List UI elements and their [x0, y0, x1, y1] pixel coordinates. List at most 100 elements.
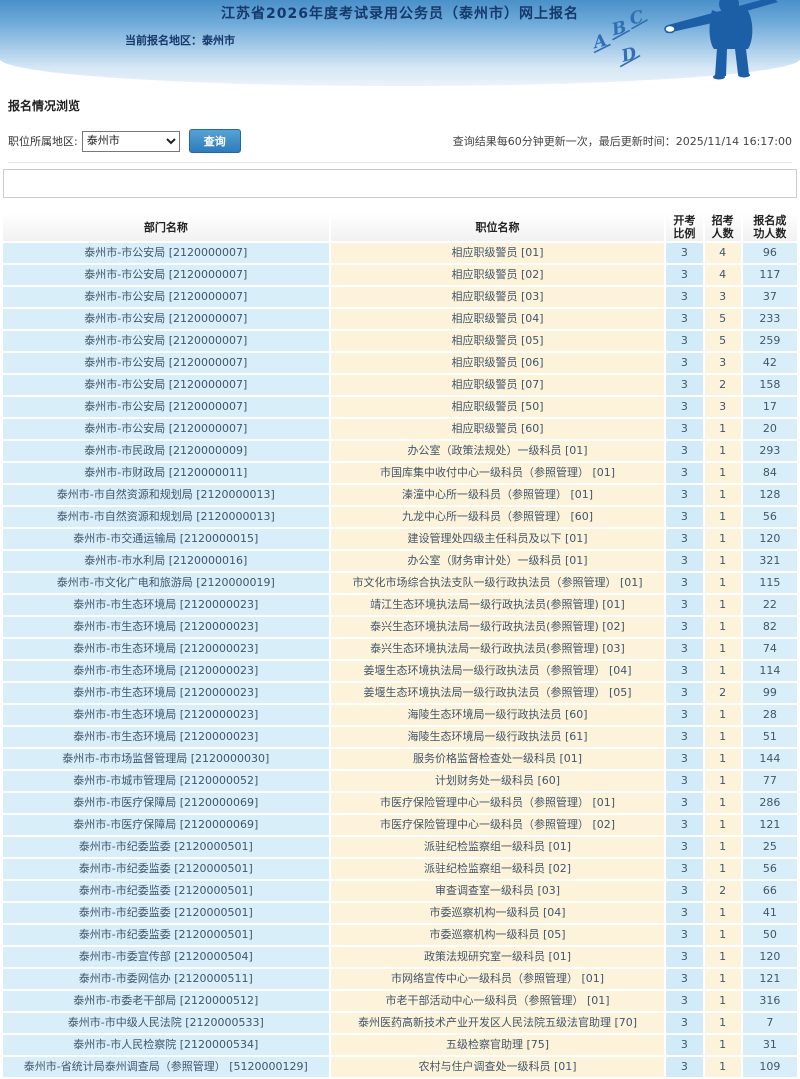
success-count-cell: 144: [742, 749, 797, 770]
table-row: 泰州市-市交通运输局 [2120000015] 建设管理处四级主任科员及以下 [0…: [3, 529, 797, 550]
department-cell: 泰州市-市纪委监委 [2120000501]: [3, 859, 329, 880]
department-cell: 泰州市-市自然资源和规划局 [2120000013]: [3, 507, 329, 528]
column-header-position: 职位名称: [330, 213, 665, 242]
position-cell: 市国库集中收付中心一级科员（参照管理） [01]: [330, 463, 665, 484]
open-ratio-cell: 3: [666, 419, 703, 440]
success-count-cell: 293: [742, 441, 797, 462]
table-row: 泰州市-市公安局 [2120000007] 相应职级警员 [03] 3 3 37: [3, 287, 797, 308]
department-cell: 泰州市-市生态环境局 [2120000023]: [3, 683, 329, 704]
recruit-count-cell: 1: [704, 727, 741, 748]
success-count-cell: 158: [742, 375, 797, 396]
department-cell: 泰州市-市公安局 [2120000007]: [3, 353, 329, 374]
table-row: 泰州市-市自然资源和规划局 [2120000013] 溱潼中心所一级科员（参照管理…: [3, 485, 797, 506]
position-cell: 服务价格监督检查处一级科员 [01]: [330, 749, 665, 770]
recruit-count-cell: 4: [704, 265, 741, 286]
region-filter-label: 职位所属地区:: [8, 135, 78, 148]
table-row: 泰州市-市委网信办 [2120000511] 市网络宣传中心一级科员（参照管理） …: [3, 969, 797, 990]
open-ratio-cell: 3: [666, 551, 703, 572]
recruit-count-cell: 3: [704, 287, 741, 308]
success-count-cell: 120: [742, 947, 797, 968]
table-row: 泰州市-市纪委监委 [2120000501] 市委巡察机构一级科员 [05] 3 1 5…: [3, 925, 797, 946]
success-count-cell: 31: [742, 1035, 797, 1056]
recruit-count-cell: 1: [704, 705, 741, 726]
success-count-cell: 56: [742, 507, 797, 528]
success-count-cell: 28: [742, 705, 797, 726]
position-cell: 市医疗保险管理中心一级科员（参照管理） [02]: [330, 815, 665, 836]
open-ratio-cell: 3: [666, 683, 703, 704]
success-count-cell: 17: [742, 397, 797, 418]
table-row: 泰州市-市生态环境局 [2120000023] 泰兴生态环境执法局一级行政执法员(…: [3, 639, 797, 660]
table-row: 泰州市-市民政局 [2120000009] 办公室（政策法规处）一级科员 [01]…: [3, 441, 797, 462]
person-silhouette-icon: [674, 0, 753, 80]
open-ratio-cell: 3: [666, 287, 703, 308]
position-cell: 派驻纪检监察组一级科员 [02]: [330, 859, 665, 880]
success-count-cell: 22: [742, 595, 797, 616]
position-cell: 市委巡察机构一级科员 [05]: [330, 925, 665, 946]
open-ratio-cell: 3: [666, 485, 703, 506]
department-cell: 泰州市-市公安局 [2120000007]: [3, 243, 329, 264]
open-ratio-cell: 3: [666, 991, 703, 1012]
success-count-cell: 82: [742, 617, 797, 638]
recruit-count-cell: 1: [704, 925, 741, 946]
open-ratio-cell: 3: [666, 639, 703, 660]
open-ratio-cell: 3: [666, 903, 703, 924]
open-ratio-cell: 3: [666, 1035, 703, 1056]
column-header-open-ratio: 开考 比例: [666, 213, 703, 242]
open-ratio-cell: 3: [666, 749, 703, 770]
success-count-cell: 114: [742, 661, 797, 682]
region-select[interactable]: 泰州市: [81, 130, 180, 152]
position-cell: 相应职级警员 [60]: [330, 419, 665, 440]
recruit-count-cell: 5: [704, 331, 741, 352]
recruit-count-cell: 1: [704, 771, 741, 792]
table-row: 泰州市-市纪委监委 [2120000501] 派驻纪检监察组一级科员 [01] 3 1…: [3, 837, 797, 858]
table-row: 泰州市-省统计局泰州调查局（参照管理） [5120000129] 农村与住户调查处…: [3, 1057, 797, 1078]
open-ratio-cell: 3: [666, 727, 703, 748]
department-cell: 泰州市-市委宣传部 [2120000504]: [3, 947, 329, 968]
position-cell: 泰兴生态环境执法局一级行政执法员(参照管理) [03]: [330, 639, 665, 660]
position-cell: 九龙中心所一级科员（参照管理） [60]: [330, 507, 665, 528]
success-count-cell: 233: [742, 309, 797, 330]
open-ratio-cell: 3: [666, 793, 703, 814]
recruit-count-cell: 1: [704, 793, 741, 814]
recruit-count-cell: 1: [704, 595, 741, 616]
table-row: 泰州市-市医疗保障局 [2120000069] 市医疗保险管理中心一级科员（参照管…: [3, 815, 797, 836]
table-row: 泰州市-市纪委监委 [2120000501] 审查调查室一级科员 [03] 3 2 66: [3, 881, 797, 902]
query-bar: 职位所属地区: 泰州市 查询 查询结果每60分钟更新一次，最后更新时间：2025…: [8, 129, 792, 163]
success-count-cell: 128: [742, 485, 797, 506]
table-row: 泰州市-市生态环境局 [2120000023] 海陵生态环境局一级行政执法员 [6…: [3, 727, 797, 748]
table-row: 泰州市-市文化广电和旅游局 [2120000019] 市文化市场综合执法支队一级行…: [3, 573, 797, 594]
table-row: 泰州市-市纪委监委 [2120000501] 派驻纪检监察组一级科员 [02] 3 1…: [3, 859, 797, 880]
table-row: 泰州市-市生态环境局 [2120000023] 姜堰生态环境执法局一级行政执法员（…: [3, 683, 797, 704]
table-row: 泰州市-市公安局 [2120000007] 相应职级警员 [05] 3 5 259: [3, 331, 797, 352]
current-area-value: 泰州市: [202, 34, 235, 47]
success-count-cell: 120: [742, 529, 797, 550]
position-cell: 相应职级警员 [04]: [330, 309, 665, 330]
recruit-count-cell: 1: [704, 529, 741, 550]
table-row: 泰州市-市中级人民法院 [2120000533] 泰州医药高新技术产业开发区人民法…: [3, 1013, 797, 1034]
recruit-count-cell: 1: [704, 947, 741, 968]
success-count-cell: 316: [742, 991, 797, 1012]
position-cell: 靖江生态环境执法局一级行政执法员(参照管理) [01]: [330, 595, 665, 616]
open-ratio-cell: 3: [666, 815, 703, 836]
department-cell: 泰州市-市中级人民法院 [2120000533]: [3, 1013, 329, 1034]
recruit-count-cell: 1: [704, 463, 741, 484]
department-cell: 泰州市-市生态环境局 [2120000023]: [3, 617, 329, 638]
recruit-count-cell: 1: [704, 639, 741, 660]
open-ratio-cell: 3: [666, 705, 703, 726]
success-count-cell: 20: [742, 419, 797, 440]
recruit-count-cell: 4: [704, 243, 741, 264]
department-cell: 泰州市-市公安局 [2120000007]: [3, 287, 329, 308]
position-cell: 市老干部活动中心一级科员（参照管理） [01]: [330, 991, 665, 1012]
position-cell: 建设管理处四级主任科员及以下 [01]: [330, 529, 665, 550]
position-cell: 政策法规研究室一级科员 [01]: [330, 947, 665, 968]
column-header-department: 部门名称: [3, 213, 329, 242]
recruit-count-cell: 3: [704, 397, 741, 418]
recruit-count-cell: 1: [704, 507, 741, 528]
table-row: 泰州市-市公安局 [2120000007] 相应职级警员 [60] 3 1 20: [3, 419, 797, 440]
department-cell: 泰州市-市交通运输局 [2120000015]: [3, 529, 329, 550]
query-button[interactable]: 查询: [188, 129, 241, 153]
table-row: 泰州市-市公安局 [2120000007] 相应职级警员 [01] 3 4 96: [3, 243, 797, 264]
success-count-cell: 37: [742, 287, 797, 308]
open-ratio-cell: 3: [666, 243, 703, 264]
success-count-cell: 7: [742, 1013, 797, 1034]
